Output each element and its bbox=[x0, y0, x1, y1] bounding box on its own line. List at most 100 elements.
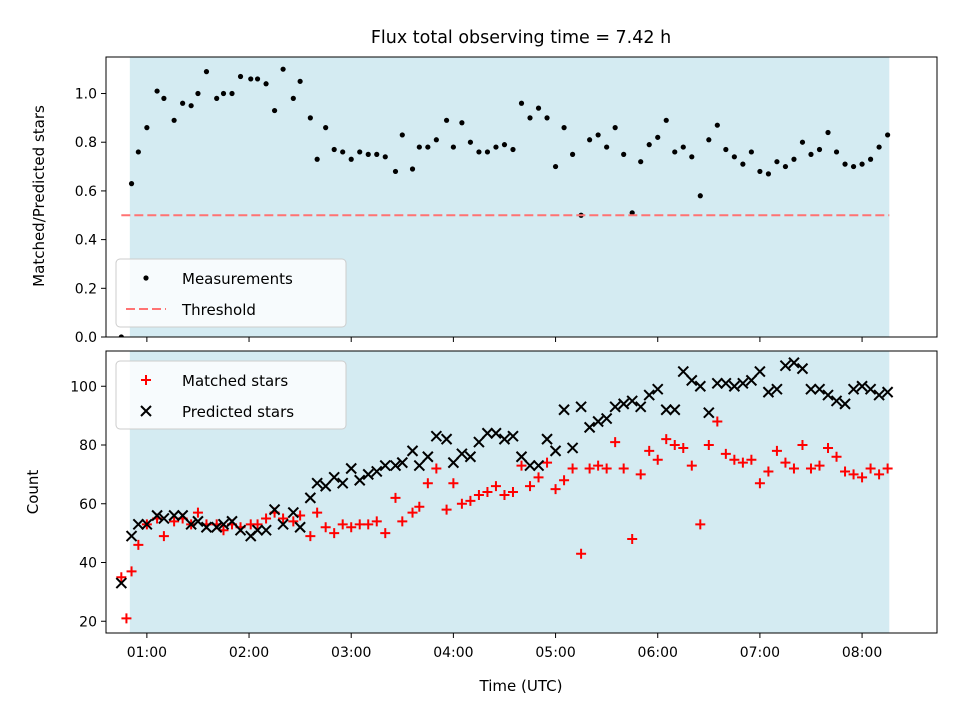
measurements-point bbox=[842, 161, 848, 167]
matched-stars-point bbox=[261, 513, 272, 524]
matched-stars-point bbox=[763, 466, 774, 477]
matched-stars-point bbox=[192, 507, 203, 518]
matched-stars-point bbox=[473, 489, 484, 500]
measurements-point bbox=[825, 129, 831, 136]
predicted-stars-point bbox=[575, 401, 587, 413]
top-y-tick-label: 0.2 bbox=[75, 281, 97, 297]
measurements-point bbox=[808, 151, 814, 157]
matched-stars-point bbox=[635, 469, 646, 480]
matched-stars-point bbox=[390, 492, 401, 503]
measurements-point bbox=[663, 117, 669, 123]
matched-stars-point bbox=[507, 487, 518, 497]
matched-stars-point bbox=[601, 463, 612, 474]
top-y-axis-label: Matched/Predicted stars bbox=[30, 105, 48, 287]
matched-stars-point bbox=[831, 451, 842, 462]
measurements-point bbox=[237, 73, 244, 80]
measurements-point bbox=[731, 154, 737, 160]
measurements-point bbox=[323, 125, 329, 131]
predicted-stars-point bbox=[634, 401, 647, 413]
measurements-point bbox=[493, 144, 499, 150]
measurements-point bbox=[706, 137, 712, 143]
predicted-stars-point bbox=[396, 456, 409, 469]
predicted-stars-point bbox=[430, 430, 443, 442]
matched-stars-point bbox=[857, 472, 868, 483]
predicted-stars-point bbox=[626, 395, 638, 407]
top-plot-area bbox=[118, 66, 891, 337]
matched-stars-point bbox=[346, 522, 357, 533]
bottom-plot-area bbox=[115, 357, 894, 624]
matched-stars-point bbox=[121, 613, 132, 624]
x-tick-label: 01:00 bbox=[127, 645, 167, 661]
measurements-point bbox=[518, 100, 525, 106]
measurements-point bbox=[290, 95, 296, 101]
matched-stars-point bbox=[584, 463, 595, 474]
measurements-point bbox=[655, 134, 661, 140]
matched-stars-point bbox=[576, 548, 587, 559]
measurements-point bbox=[714, 122, 720, 128]
measurements-point bbox=[799, 139, 806, 145]
measurements-point bbox=[680, 144, 686, 150]
predicted-stars-point bbox=[660, 404, 672, 416]
measurements-point bbox=[723, 146, 729, 153]
predicted-stars-point bbox=[336, 477, 349, 489]
predicted-stars-point bbox=[532, 459, 545, 472]
top-y-tick-label: 1.0 bbox=[75, 87, 97, 103]
measurements-point bbox=[314, 156, 320, 162]
top-y-tick-label: 0.6 bbox=[75, 184, 97, 200]
predicted-stars-point bbox=[515, 451, 528, 463]
bottom-legend-entry: Matched stars bbox=[141, 372, 288, 390]
matched-stars-point bbox=[550, 484, 561, 495]
matched-stars-point bbox=[320, 522, 331, 533]
measurements-point bbox=[180, 100, 186, 106]
measurements-point bbox=[859, 161, 865, 167]
predicted-stars-point bbox=[566, 442, 579, 454]
matched-stars-point bbox=[669, 440, 680, 450]
matched-stars-point bbox=[593, 460, 604, 471]
bottom-y-tick-label: 80 bbox=[79, 438, 97, 454]
measurements-point bbox=[220, 90, 227, 97]
matched-stars-point bbox=[337, 519, 348, 530]
predicted-stars-point bbox=[822, 389, 834, 401]
measurements-point bbox=[757, 168, 763, 175]
matched-stars-point bbox=[874, 469, 885, 480]
matched-stars-point bbox=[686, 460, 697, 471]
predicted-stars-point bbox=[406, 445, 419, 457]
top-legend-entry: Measurements bbox=[143, 270, 293, 288]
matched-stars-point bbox=[312, 507, 323, 518]
top-y-tick-label: 0.0 bbox=[75, 330, 97, 346]
predicted-stars-point bbox=[200, 521, 213, 533]
measurements-point bbox=[467, 139, 474, 145]
measurements-point bbox=[271, 107, 278, 114]
predicted-stars-point bbox=[788, 357, 800, 369]
measurements-point bbox=[254, 76, 261, 82]
top-legend-entry: Threshold bbox=[126, 301, 256, 319]
predicted-stars-point bbox=[609, 401, 621, 413]
predicted-stars-point bbox=[805, 383, 817, 395]
measurements-point bbox=[188, 103, 194, 109]
matched-stars-point bbox=[754, 478, 765, 489]
predicted-stars-point bbox=[600, 412, 613, 425]
measurements-point bbox=[612, 125, 618, 131]
predicted-stars-point bbox=[168, 509, 180, 522]
predicted-stars-point bbox=[490, 427, 502, 439]
matched-stars-point bbox=[278, 513, 289, 524]
measurements-point bbox=[782, 163, 789, 170]
chart-title: Flux total observing time = 7.42 h bbox=[371, 28, 671, 48]
measurements-point bbox=[621, 151, 627, 157]
predicted-stars-point bbox=[362, 468, 374, 481]
predicted-stars-point bbox=[694, 380, 707, 392]
predicted-stars-point bbox=[217, 518, 230, 531]
matched-stars-point bbox=[169, 516, 180, 527]
predicted-stars-point bbox=[287, 506, 300, 519]
matched-stars-point bbox=[712, 416, 723, 427]
predicted-stars-point bbox=[447, 456, 460, 469]
measurements-point bbox=[484, 149, 491, 155]
predicted-stars-point bbox=[294, 521, 306, 533]
legend-label: Predicted stars bbox=[182, 403, 294, 421]
predicted-stars-point bbox=[652, 383, 664, 395]
predicted-stars-point bbox=[745, 374, 758, 387]
measurements-point bbox=[171, 117, 177, 123]
matched-stars-point bbox=[448, 478, 459, 489]
x-tick-label: 07:00 bbox=[740, 645, 780, 661]
